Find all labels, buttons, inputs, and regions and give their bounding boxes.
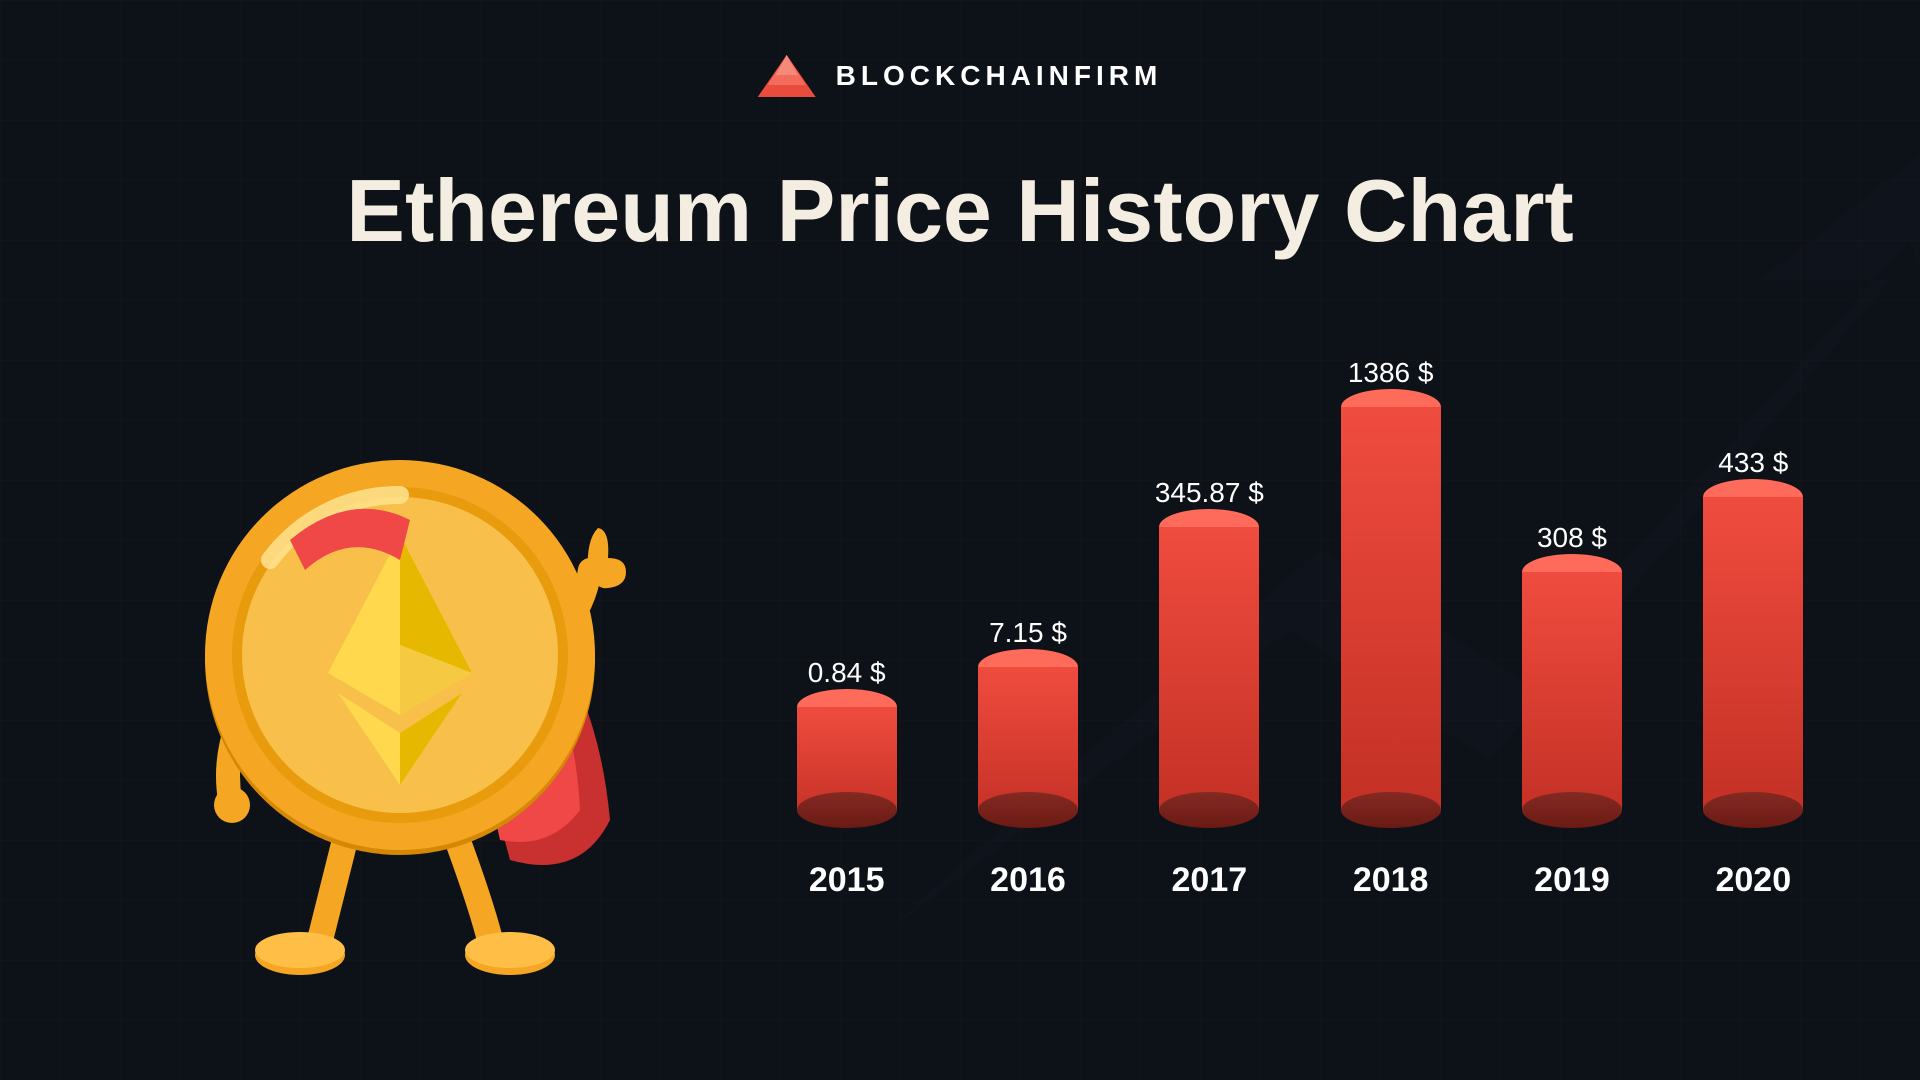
bar-cylinder: [1341, 407, 1441, 827]
bar-value-label: 308 $: [1537, 522, 1607, 554]
bar-column: 1386 $ 2018: [1324, 357, 1457, 900]
bar-cylinder: [978, 667, 1078, 827]
page-title: Ethereum Price History Chart: [346, 160, 1574, 262]
ethereum-mascot-icon: [150, 400, 670, 1000]
bar-cylinder: [1703, 497, 1803, 827]
bar-value-label: 345.87 $: [1155, 477, 1264, 509]
bar-value-label: 433 $: [1718, 447, 1788, 479]
bar-column: 7.15 $ 2016: [961, 617, 1094, 900]
brand-header: BLOCKCHAINFIRM: [758, 55, 1163, 97]
bar-value-label: 7.15 $: [989, 617, 1067, 649]
bar-category-label: 2018: [1353, 861, 1429, 900]
bar-column: 0.84 $ 2015: [780, 657, 913, 900]
bar-body: [1703, 497, 1803, 827]
bar-column: 308 $ 2019: [1505, 522, 1638, 900]
bar-category-label: 2019: [1534, 861, 1610, 900]
bar-value-label: 1386 $: [1348, 357, 1434, 389]
bar-body: [1341, 407, 1441, 827]
brand-logo-icon: [758, 55, 816, 97]
bar-column: 345.87 $ 2017: [1143, 477, 1276, 900]
bar-cylinder: [1522, 572, 1622, 827]
bar-body: [978, 667, 1078, 827]
bar-category-label: 2015: [809, 861, 885, 900]
bar-cylinder: [797, 707, 897, 827]
bar-category-label: 2020: [1715, 861, 1791, 900]
bar-group: 0.84 $20157.15 $2016345.87 $20171386 $20…: [780, 420, 1820, 900]
bar-body: [797, 707, 897, 827]
bar-category-label: 2017: [1172, 861, 1248, 900]
bar-cylinder: [1159, 527, 1259, 827]
price-bar-chart: 0.84 $20157.15 $2016345.87 $20171386 $20…: [780, 380, 1820, 980]
brand-name: BLOCKCHAINFIRM: [836, 60, 1163, 92]
infographic-canvas: BLOCKCHAINFIRM Ethereum Price History Ch…: [0, 0, 1920, 1080]
bar-body: [1159, 527, 1259, 827]
bar-value-label: 0.84 $: [808, 657, 886, 689]
bar-column: 433 $ 2020: [1687, 447, 1820, 900]
bar-category-label: 2016: [990, 861, 1066, 900]
bar-body: [1522, 572, 1622, 827]
